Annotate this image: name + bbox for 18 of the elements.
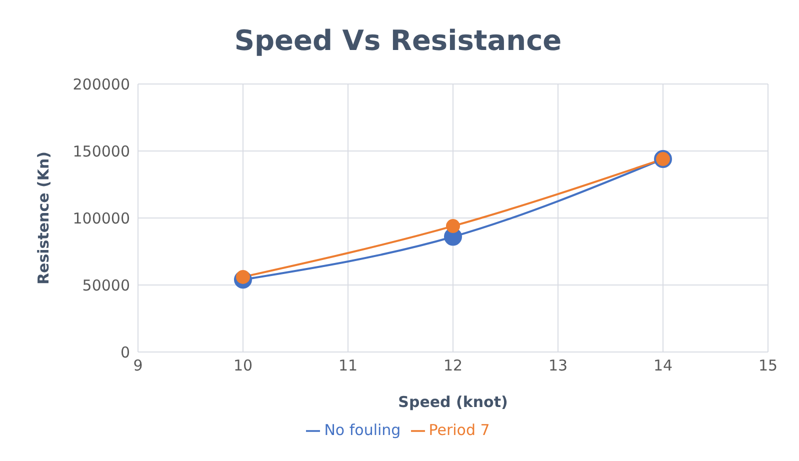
x-tick-label: 9 [133, 356, 143, 375]
x-tick-label: 13 [548, 356, 568, 375]
chart-title: Speed Vs Resistance [233, 23, 563, 59]
legend-label: No fouling [324, 421, 401, 439]
y-tick-label: 0 [120, 343, 130, 362]
x-tick-label: 12 [443, 356, 463, 375]
x-axis-title: Speed (knot) [398, 393, 508, 411]
x-tick-label: 10 [233, 356, 253, 375]
point [446, 219, 460, 234]
y-tick-label: 200000 [72, 75, 130, 94]
x-tick-label: 15 [758, 356, 778, 375]
y-axis-title: Resistence (Kn) [34, 151, 52, 285]
x-tick-label: 11 [338, 356, 358, 375]
y-tick-label: 100000 [72, 209, 130, 228]
legend-label: Period 7 [428, 421, 490, 439]
y-tick-label: 50000 [82, 276, 130, 294]
x-tick-label: 14 [653, 356, 673, 375]
y-tick-label: 150000 [72, 142, 130, 160]
